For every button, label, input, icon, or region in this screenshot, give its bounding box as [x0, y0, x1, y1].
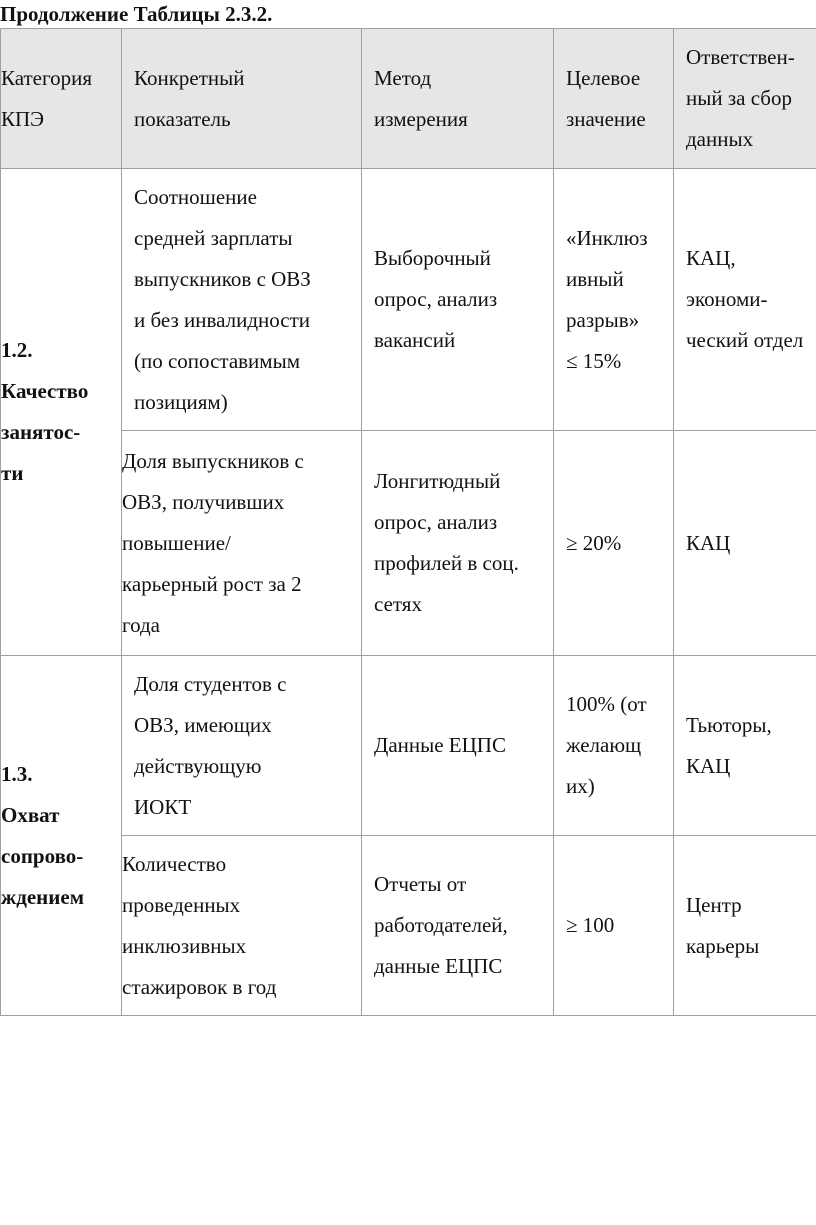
kpi-table: Категория КПЭ Конкретный показатель Мето… [0, 28, 816, 1016]
target-cell: 100% (от желающ их) [553, 655, 674, 836]
indicator-cell: Количество проведенных инклюзивных стажи… [121, 835, 362, 1016]
target-cell: ≥ 100 [553, 835, 674, 1016]
responsible-cell: КАЦ, экономи- ческий отдел [673, 168, 816, 431]
method-cell: Лонгитюдный опрос, анализ профилей в соц… [361, 430, 554, 656]
responsible-cell: КАЦ [673, 430, 816, 656]
method-cell: Отчеты от работодателей, данные ЕЦПС [361, 835, 554, 1016]
table-row: Количество проведенных инклюзивных стажи… [1, 835, 816, 1016]
header-method: Метод измерения [361, 28, 554, 169]
indicator-cell: Доля выпускников с ОВЗ, получивших повыш… [121, 430, 362, 656]
indicator-cell: Соотношение средней зарплаты выпускников… [121, 168, 362, 431]
category-cell: 1.2. Качество занятос- ти [0, 168, 122, 656]
table-row: 1.2. Качество занятос- ти Соотношение ср… [0, 168, 816, 656]
method-cell: Выборочный опрос, анализ вакансий [361, 168, 554, 431]
header-category: Категория КПЭ [0, 28, 122, 169]
indicator-cell: Доля студентов с ОВЗ, имеющих действующу… [121, 655, 362, 836]
method-cell: Данные ЕЦПС [361, 655, 554, 836]
table-header-row: Категория КПЭ Конкретный показатель Мето… [0, 28, 816, 169]
target-cell: ≥ 20% [553, 430, 674, 656]
table-row: 1.3. Охват сопрово- ждением Доля студент… [0, 655, 816, 1016]
responsible-cell: Тьюторы, КАЦ [673, 655, 816, 836]
header-target: Целевое значение [553, 28, 674, 169]
header-indicator: Конкретный показатель [121, 28, 362, 169]
table-row: Доля выпускников с ОВЗ, получивших повыш… [1, 430, 816, 656]
table-caption: Продолжение Таблицы 2.3.2. [0, 2, 273, 26]
responsible-cell: Центр карьеры [673, 835, 816, 1016]
target-cell: «Инклюз ивный разрыв» ≤ 15% [553, 168, 674, 431]
category-cell: 1.3. Охват сопрово- ждением [0, 655, 122, 1016]
header-responsible: Ответствен- ный за сбор данных [673, 28, 816, 169]
